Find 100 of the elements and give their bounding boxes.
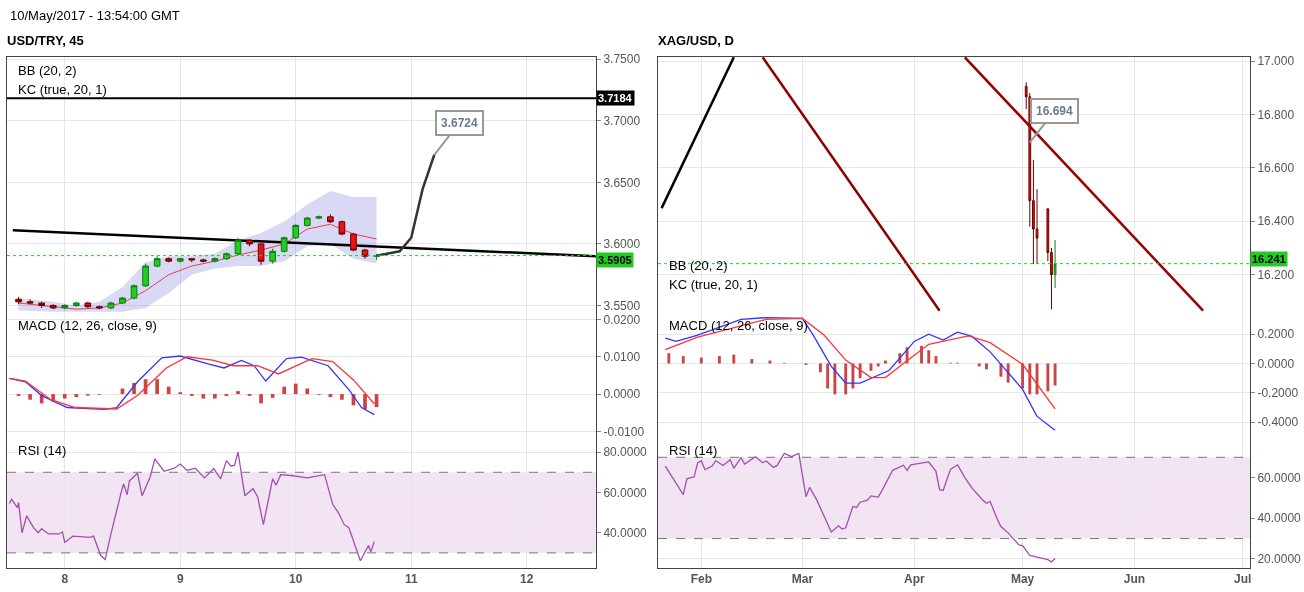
annotation: BB (20, 2) [669, 258, 728, 273]
y-tick-label: 3.5500 [603, 298, 641, 313]
x-tick-label: 12 [520, 572, 534, 587]
candlestick [107, 301, 115, 310]
y-tick-label: 3.7000 [603, 113, 641, 128]
chart-title: XAG/USD, D [658, 32, 734, 48]
chart-title: USD/TRY, 45 [7, 32, 84, 48]
x-tick-label: Jul [1234, 572, 1252, 587]
bar [681, 356, 685, 364]
y-tick-label: 0.0100 [603, 349, 641, 364]
y-tick-label: 17.000 [1257, 54, 1295, 69]
y-tick-label: 0.0200 [603, 312, 641, 327]
bar [1021, 363, 1025, 389]
x-tick-label: 10 [289, 572, 303, 587]
candlestick [49, 303, 57, 310]
bar [340, 394, 344, 400]
x-tick-label: Feb [690, 572, 712, 587]
x-tick-label: Jun [1123, 572, 1146, 587]
bar [667, 353, 671, 364]
x-tick-label: May [1010, 572, 1035, 587]
bar [62, 394, 67, 399]
candlestick [188, 258, 196, 263]
line-series [664, 317, 1056, 410]
candlestick [257, 242, 265, 266]
bar [819, 363, 822, 373]
annotation: 16.694 [1036, 104, 1074, 118]
y-tick-label: 40.0000 [1257, 511, 1302, 526]
bar [1028, 363, 1032, 395]
y-tick-label: 40.0000 [603, 525, 648, 540]
annotation: BB (20, 2) [18, 63, 77, 78]
annotation: KC (true, 20, 1) [18, 82, 107, 97]
candlestick [361, 248, 369, 260]
candlestick [15, 296, 22, 305]
annotation: KC (true, 20, 1) [669, 277, 758, 292]
candlestick [61, 303, 69, 310]
bar [858, 363, 862, 379]
x-tick-label: 8 [61, 572, 69, 587]
bar [920, 345, 923, 364]
text: RSI (14) [18, 443, 67, 458]
candlestick [303, 216, 311, 228]
ref-line-label: 16.241 [1252, 253, 1286, 265]
line-series [18, 223, 378, 310]
candlestick [72, 301, 80, 308]
y-tick-label: 16.400 [1257, 214, 1295, 229]
bar [833, 363, 837, 395]
x-tick-label: Apr [903, 572, 925, 587]
text: MACD (12, 26, close, 9) [18, 318, 157, 333]
chart-subtitle: 10/May/2017 - 13:54:00 GMT [10, 8, 180, 23]
annotation: 3.6724 [441, 116, 479, 130]
x-tick-label: Mar [791, 572, 814, 587]
bar [201, 394, 206, 399]
bar [985, 363, 988, 370]
bar [732, 354, 736, 364]
bar [1053, 363, 1057, 386]
x-tick-label: 11 [404, 572, 418, 587]
bar [876, 363, 880, 367]
bar [155, 379, 159, 395]
bar [750, 359, 754, 364]
y-tick-label: 20.0000 [1257, 552, 1302, 567]
candlestick [292, 223, 300, 240]
bar [977, 363, 981, 367]
candlestick [84, 301, 92, 309]
line-series [664, 316, 1056, 431]
y-tick-label: 0.0000 [603, 387, 641, 402]
bar [1006, 363, 1010, 383]
bar [236, 391, 240, 395]
candlestick [315, 215, 323, 220]
ref-line-label: 3.5905 [598, 254, 632, 266]
y-tick-label: 3.6500 [603, 175, 641, 190]
y-tick-label: -0.2000 [1257, 386, 1299, 401]
candlestick [176, 258, 184, 263]
y-tick-label: 0.0000 [1257, 356, 1295, 371]
bar [363, 394, 367, 410]
y-tick-label: -0.4000 [1257, 415, 1299, 430]
candlestick [119, 296, 126, 305]
x-tick-label: 9 [176, 572, 184, 587]
bar [826, 363, 830, 389]
bar [293, 383, 298, 395]
bar [259, 394, 263, 404]
bar [1046, 363, 1050, 392]
bar [927, 350, 931, 364]
candlestick [26, 298, 34, 305]
candlestick [130, 284, 138, 300]
candlestick [350, 232, 357, 252]
bar [717, 356, 721, 364]
ref-line-label: 3.7184 [598, 92, 633, 104]
bar [282, 386, 287, 395]
candlestick [338, 220, 346, 236]
y-tick-label: 0.2000 [1257, 327, 1295, 342]
y-tick-label: 60.0000 [1257, 470, 1302, 485]
y-tick-label: 60.0000 [603, 485, 648, 500]
y-tick-label: 80.0000 [603, 445, 648, 460]
y-tick-label: 16.600 [1257, 161, 1295, 176]
candlestick [327, 213, 334, 224]
bar [844, 363, 848, 395]
candlestick [211, 256, 219, 263]
line-series [375, 153, 436, 257]
candlestick [165, 256, 173, 263]
candlestick [38, 301, 45, 309]
bar [166, 386, 171, 395]
